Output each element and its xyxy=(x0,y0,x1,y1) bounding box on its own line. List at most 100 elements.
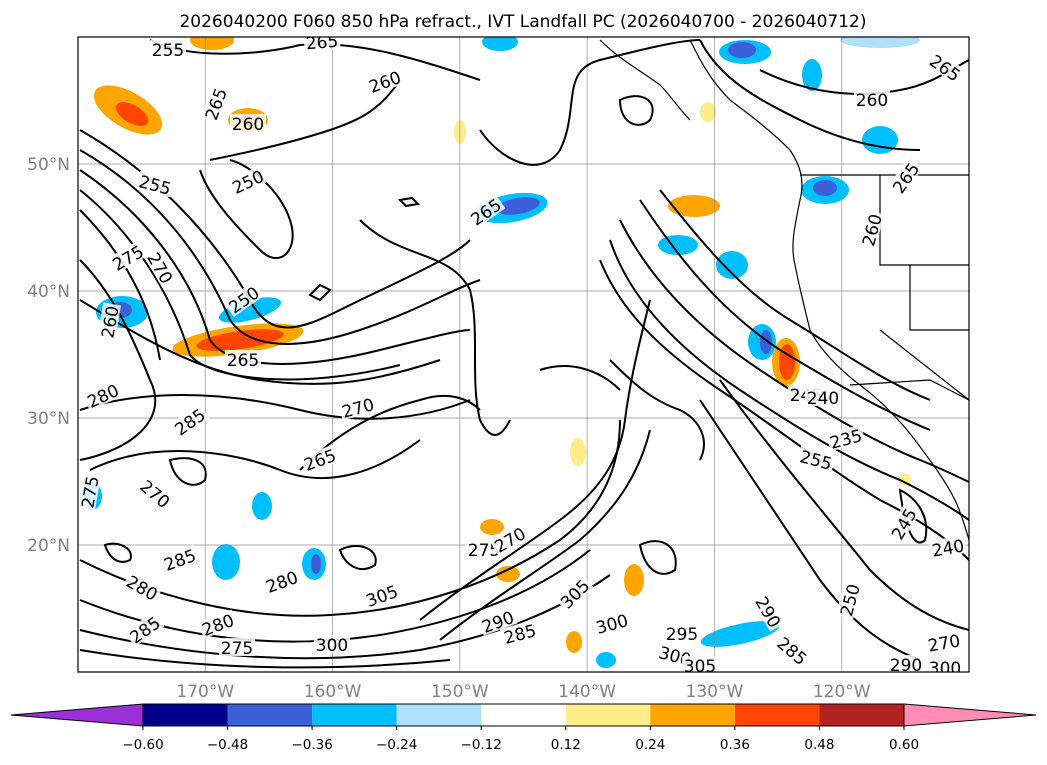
contour-label-background xyxy=(888,655,924,672)
contour-label-text: 300 xyxy=(316,636,348,656)
coastline-north-america xyxy=(689,39,969,541)
shade-patch-dark-ca xyxy=(760,330,772,354)
contour-line-ah xyxy=(397,196,421,208)
contour-label: 240 xyxy=(805,388,841,409)
contour-line-ak xyxy=(168,457,207,486)
contour-label-background xyxy=(124,611,165,647)
contour-line-d xyxy=(79,189,401,381)
gridlines xyxy=(78,37,969,672)
x-axis-ticks: 170°W 160°W 150°W 140°W 130°W 120°W xyxy=(176,682,870,702)
contour-label-background xyxy=(223,281,264,317)
x-tick-label: 150°W xyxy=(431,682,489,702)
contour-label-background xyxy=(752,591,786,632)
contour-line-r xyxy=(439,429,651,641)
shade-patch-blue-top xyxy=(482,37,518,51)
contour-label-background xyxy=(361,580,402,610)
contour-label: 290 xyxy=(888,655,924,676)
contour-label-background xyxy=(489,522,530,556)
contour-label-background xyxy=(200,83,230,124)
contour-label-background xyxy=(225,350,261,368)
contour-label-text: 290 xyxy=(890,656,922,676)
shade-patch-red-265 xyxy=(196,329,284,351)
colorbar-tick-label: −0.36 xyxy=(291,737,332,753)
colorbar-tick-label: −0.12 xyxy=(461,737,502,753)
contour-label-background xyxy=(924,630,964,655)
contour-label-background xyxy=(144,247,178,288)
chart-title: 2026040200 F060 850 hPa refract., IVT La… xyxy=(179,12,866,32)
contour-label-background xyxy=(592,609,632,637)
colorbar-tick-label: 0.24 xyxy=(635,737,665,753)
contour-line-e xyxy=(79,209,161,361)
contour-label-background xyxy=(122,570,163,604)
contour-label: 265 xyxy=(303,32,341,55)
contour-line-v xyxy=(639,199,931,431)
contour-label-background xyxy=(82,379,123,411)
colorbar-swatch xyxy=(819,704,904,726)
colorbar-tick-label: 0.12 xyxy=(551,737,581,753)
contour-line-n xyxy=(79,549,591,643)
contour-label: 260 xyxy=(854,90,890,111)
coastline xyxy=(599,39,969,541)
shade-patch-yellow-2 xyxy=(570,438,586,466)
y-tick-label: 50°N xyxy=(27,155,70,175)
contour-label: 265 xyxy=(225,350,261,371)
contour-line-t xyxy=(609,239,969,521)
contour-label-background xyxy=(928,535,968,560)
colorbar-tick-label: −0.48 xyxy=(207,737,248,753)
contour-label-background xyxy=(261,566,302,596)
contour-label-background xyxy=(299,444,340,474)
contour-label: 305 xyxy=(682,656,718,672)
contour-label-text: 260 xyxy=(856,91,888,111)
shade-patch-yellow-3 xyxy=(700,102,716,122)
contour-label-background xyxy=(886,503,920,544)
contour-line-l xyxy=(89,439,421,479)
shade-patch-blue-mid2 xyxy=(716,251,748,279)
contour-line-g xyxy=(209,79,401,161)
contour-label: 255 xyxy=(150,40,186,61)
shade-patch-dark-265 xyxy=(496,197,540,215)
contour-label-text: 260 xyxy=(232,115,264,135)
contour-line-aj xyxy=(103,542,132,563)
contour-line-an xyxy=(638,540,677,575)
colorbar-swatch xyxy=(481,704,566,726)
colorbar-extend-low xyxy=(10,703,144,727)
colorbar-swatch xyxy=(312,704,397,726)
colorbar-swatch xyxy=(565,704,651,726)
contour-label-background xyxy=(854,90,890,108)
contour-label-background xyxy=(150,40,186,58)
colorbar-extend-high xyxy=(903,703,1037,727)
shade-patch-blue-sw3 xyxy=(212,544,240,580)
contour-line-s xyxy=(599,259,969,561)
colorbar-outline xyxy=(142,703,905,727)
colorbar-tick-label: 0.60 xyxy=(889,737,919,753)
contour-label-background xyxy=(664,624,700,642)
shade-patch-orange-top xyxy=(190,37,234,50)
contour-label: 250 xyxy=(835,580,865,620)
contour-label-background xyxy=(477,606,518,636)
contour-label: 300 xyxy=(927,658,963,672)
contour-line-q xyxy=(419,299,651,621)
contour-line-ac xyxy=(359,219,511,436)
contour-line-j xyxy=(79,299,441,385)
colorbar-tick-label: −0.60 xyxy=(122,737,163,753)
contour-label-background xyxy=(796,445,836,473)
map-frame xyxy=(77,36,970,673)
shade-patch-dark-wa xyxy=(813,180,837,196)
y-tick-label: 40°N xyxy=(27,282,70,302)
contour-line-m xyxy=(79,419,621,617)
shade-patch-blue-s5 xyxy=(700,621,780,647)
shade-patch-orange-s1 xyxy=(480,519,504,535)
contour-line-z xyxy=(699,39,921,151)
contour-label-text: 295 xyxy=(666,625,698,645)
contour-label-background xyxy=(805,388,841,406)
shade-patch-blue-ak xyxy=(802,59,822,91)
shade-patch-red-nw xyxy=(115,102,149,126)
border-mexico xyxy=(849,379,969,401)
contour-label-background xyxy=(682,656,718,672)
contour-label-background xyxy=(773,631,813,669)
contour-line-b xyxy=(79,149,481,345)
contour-label-text: 265 xyxy=(305,32,339,55)
contour-line-k xyxy=(79,394,471,420)
